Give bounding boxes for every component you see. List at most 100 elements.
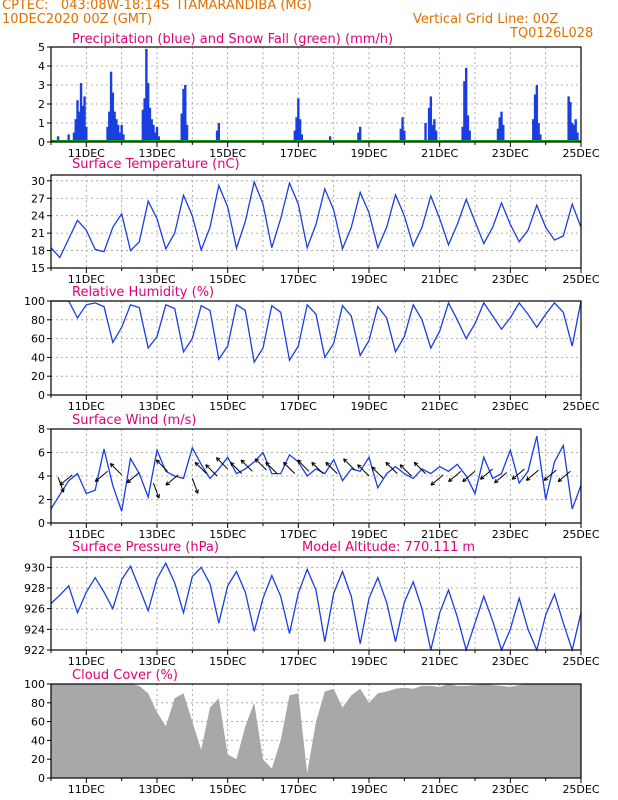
- y-tick-label: 3: [38, 79, 45, 92]
- precip-bar: [537, 123, 540, 142]
- y-tick-label: 8: [38, 423, 45, 436]
- x-tick-label: 11DEC: [68, 528, 105, 541]
- rh-line: [51, 300, 582, 364]
- precip-bar: [295, 117, 298, 142]
- y-tick-label: 80: [31, 314, 45, 327]
- precip-bar: [431, 124, 434, 142]
- y-tick-label: 1: [38, 117, 45, 130]
- wind-arrow: [413, 461, 426, 475]
- x-tick-label: 23DEC: [492, 273, 529, 286]
- wind-arrow: [205, 464, 218, 477]
- wind-arrow: [480, 468, 493, 480]
- precip-bar: [72, 132, 76, 142]
- precip-bar: [532, 119, 535, 142]
- wind-arrow: [462, 470, 476, 482]
- precip-bar: [403, 130, 406, 142]
- precip-bar: [539, 134, 542, 142]
- y-tick-label: 40: [31, 351, 45, 364]
- x-tick-label: 15DEC: [209, 400, 246, 413]
- wind-arrow-head: [283, 461, 288, 467]
- precip-bar: [463, 81, 466, 142]
- precip-bar: [215, 130, 219, 142]
- precip-bar: [496, 128, 500, 142]
- precip-bar: [297, 98, 300, 142]
- x-tick-label: 19DEC: [350, 783, 387, 796]
- y-tick-label: 0: [38, 389, 45, 402]
- precip-bar: [56, 136, 60, 142]
- precip-bar: [155, 126, 159, 142]
- wind-line: [50, 435, 582, 512]
- wind-arrow: [165, 474, 179, 486]
- y-tick-label: 922: [24, 644, 45, 657]
- precip-bar: [106, 126, 109, 142]
- y-tick-label: 60: [31, 716, 45, 729]
- y-tick-label: 100: [24, 295, 45, 308]
- wind-arrow: [430, 474, 444, 486]
- x-tick-label: 17DEC: [280, 783, 317, 796]
- wind-arrow-head: [311, 461, 316, 467]
- precip-bar: [180, 113, 183, 142]
- precip-bar: [185, 124, 189, 142]
- precip-bar: [464, 67, 468, 142]
- y-tick-label: 20: [31, 753, 45, 766]
- y-tick-label: 20: [31, 370, 45, 383]
- x-tick-label: 11DEC: [68, 783, 105, 796]
- wind-arrow: [543, 469, 557, 481]
- wind-arrow: [254, 458, 267, 471]
- precip-bar: [424, 123, 427, 142]
- precip-bar: [399, 128, 402, 142]
- wind-arrow: [265, 461, 278, 475]
- wind-arrow: [494, 472, 508, 484]
- header-model: TQ0126L028: [510, 26, 594, 41]
- wind-arrow: [155, 459, 168, 472]
- y-tick-label: 2: [38, 494, 45, 507]
- wind-arrow: [311, 461, 324, 475]
- precip-bar: [567, 96, 570, 142]
- wind-arrow-head: [511, 475, 517, 480]
- wind-arrow-head: [194, 461, 200, 467]
- precip-bar: [141, 109, 145, 142]
- x-tick-label: 13DEC: [138, 400, 175, 413]
- wind-arrow: [126, 472, 140, 484]
- x-tick-label: 23DEC: [492, 528, 529, 541]
- x-tick-label: 23DEC: [492, 655, 529, 668]
- x-tick-label: 25DEC: [562, 528, 599, 541]
- precip-bar: [434, 130, 438, 142]
- y-tick-label: 5: [38, 41, 45, 54]
- x-tick-label: 17DEC: [280, 655, 317, 668]
- temp-line: [50, 179, 582, 259]
- wind-arrow-head: [462, 477, 467, 483]
- precip-bar: [217, 123, 221, 142]
- x-tick-label: 19DEC: [350, 528, 387, 541]
- wind-arrow-head: [109, 463, 115, 468]
- precip-bar: [433, 119, 436, 142]
- wind-arrow: [283, 461, 296, 475]
- precip-bar: [427, 107, 431, 142]
- y-tick-label: 21: [31, 227, 45, 240]
- precip-bar: [572, 124, 576, 142]
- x-tick-label: 25DEC: [562, 273, 599, 286]
- y-tick-label: 80: [31, 697, 45, 710]
- precip-bar: [120, 124, 123, 142]
- x-tick-label: 13DEC: [138, 783, 175, 796]
- panel-frame: [50, 174, 582, 269]
- wind-arrow: [511, 468, 525, 480]
- x-tick-label: 25DEC: [562, 783, 599, 796]
- wind-arrow-head: [94, 477, 100, 483]
- x-tick-label: 21DEC: [421, 783, 458, 796]
- precip-bar: [466, 115, 470, 142]
- precip-bar: [122, 134, 125, 142]
- x-tick-label: 15DEC: [209, 273, 246, 286]
- panel-title: Cloud Cover (%): [72, 668, 178, 683]
- precip-bar: [293, 130, 296, 142]
- wind-arrow-head: [543, 476, 549, 481]
- wind-arrow: [371, 466, 384, 479]
- x-tick-label: 25DEC: [562, 400, 599, 413]
- precip-bar: [148, 107, 152, 142]
- precip-bar: [500, 111, 503, 142]
- precip-bar: [143, 98, 146, 142]
- wind-arrow: [385, 461, 398, 475]
- precip-bar: [533, 94, 537, 142]
- panel-frame: [50, 556, 582, 651]
- x-tick-label: 19DEC: [350, 655, 387, 668]
